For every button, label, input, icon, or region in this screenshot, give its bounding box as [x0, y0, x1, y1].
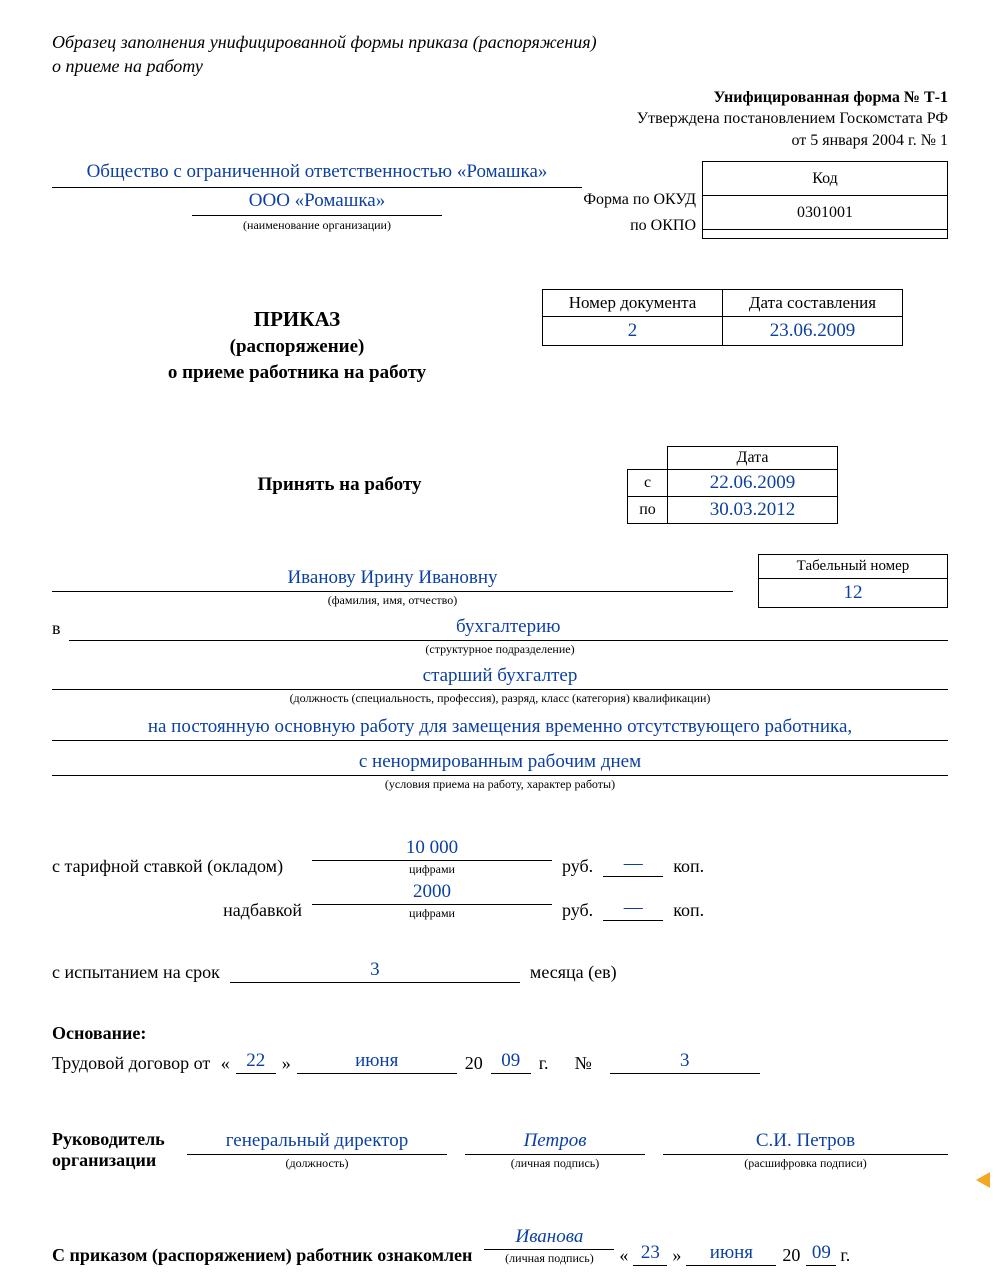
hire-block: Принять на работу Дата с 22.06.2009 по 3… — [52, 446, 948, 524]
salary-block: с тарифной ставкой (окладом) 10 000 цифр… — [52, 837, 948, 921]
fio-value: Иванову Ирину Ивановну — [52, 567, 733, 592]
head-position-hint: (должность) — [187, 1156, 447, 1171]
allowance-kop: — — [603, 897, 663, 921]
marker-triangle-icon — [976, 1172, 990, 1188]
org-hint: (наименование организации) — [52, 218, 582, 233]
org-full-name: Общество с ограниченной ответственностью… — [52, 161, 582, 188]
rate-value: 10 000 — [312, 837, 552, 861]
acknowledgment-row: С приказом (распоряжением) работник озна… — [52, 1226, 948, 1266]
kop-unit2: коп. — [663, 900, 714, 921]
ack-day: 23 — [633, 1242, 667, 1266]
doc-number-table: Номер документа Дата составления 2 23.06… — [542, 289, 903, 346]
okpo-label: по ОКПО — [582, 213, 696, 239]
head-sign: Петров — [465, 1130, 645, 1155]
code-table: Код 0301001 — [702, 161, 948, 239]
docnum-value: 2 — [543, 317, 723, 346]
head-block: Руководитель организации генеральный дир… — [52, 1129, 948, 1171]
okpo-value — [703, 229, 948, 238]
docdate-header: Дата составления — [723, 290, 903, 317]
rate-label: с тарифной ставкой (окладом) — [52, 856, 312, 877]
tabel-block: Иванову Ирину Ивановну (фамилия, имя, от… — [52, 554, 948, 608]
dept-row: в бухгалтерию — [52, 616, 948, 641]
probation-row: с испытанием на срок 3 месяца (ев) — [52, 959, 948, 983]
head-position: генеральный директор — [187, 1130, 447, 1155]
basis-yy: 09 — [491, 1050, 531, 1074]
code-header: Код — [703, 162, 948, 196]
dept-prefix: в — [52, 618, 69, 641]
org-short-name: ООО «Ромашка» — [192, 188, 442, 216]
tabel-header: Табельный номер — [759, 555, 948, 579]
basis-num: 3 — [610, 1050, 760, 1074]
form-title: Унифицированная форма № Т-1 — [52, 87, 948, 109]
basis-month: июня — [297, 1050, 457, 1074]
ack-sign: Иванова — [484, 1226, 614, 1250]
tabel-table: Табельный номер 12 — [758, 554, 948, 608]
org-codes-block: Общество с ограниченной ответственностью… — [52, 161, 948, 239]
head-line1: Руководитель — [52, 1129, 187, 1150]
doc-title-block: ПРИКАЗ (распоряжение) о приеме работника… — [52, 289, 948, 384]
title-main: ПРИКАЗ — [52, 307, 542, 332]
basis-prefix: Трудовой договор от — [52, 1053, 210, 1074]
conditions-line1: на постоянную основную работу для замеще… — [52, 716, 948, 741]
rate-hint: цифрами — [312, 862, 552, 877]
ack-month: июня — [686, 1242, 776, 1266]
hire-from-label: с — [628, 470, 668, 497]
hire-from-value: 22.06.2009 — [668, 470, 838, 497]
ack-label: С приказом (распоряжением) работник озна… — [52, 1245, 484, 1266]
dept-value: бухгалтерию — [69, 616, 949, 641]
docdate-value: 23.06.2009 — [723, 317, 903, 346]
sample-line1: Образец заполнения унифицированной формы… — [52, 30, 948, 54]
position-row: старший бухгалтер — [52, 665, 948, 690]
sample-header: Образец заполнения унифицированной формы… — [52, 30, 948, 79]
conditions-hint: (условия приема на работу, характер рабо… — [52, 777, 948, 792]
probation-value: 3 — [230, 959, 520, 983]
form-approved-date: от 5 января 2004 г. № 1 — [52, 130, 948, 152]
fio-hint: (фамилия, имя, отчество) — [52, 593, 733, 608]
title-sub2: о приеме работника на работу — [52, 362, 542, 384]
document-page: Образец заполнения унифицированной формы… — [0, 0, 1000, 1286]
rate-kop: — — [603, 853, 663, 877]
probation-after: месяца (ев) — [520, 962, 617, 983]
hire-to-label: по — [628, 497, 668, 524]
docnum-header: Номер документа — [543, 290, 723, 317]
ack-yy: 09 — [806, 1242, 836, 1266]
rub-unit2: руб. — [552, 900, 603, 921]
conditions-line2: с ненормированным рабочим днем — [52, 751, 948, 776]
hire-to-value: 30.03.2012 — [668, 497, 838, 524]
head-sign-hint: (личная подпись) — [465, 1156, 645, 1171]
allowance-value: 2000 — [312, 881, 552, 905]
head-decoded-hint: (расшифровка подписи) — [663, 1156, 948, 1171]
form-approved: Утверждена постановлением Госкомстата РФ — [52, 108, 948, 130]
hire-label: Принять на работу — [52, 474, 627, 496]
form-reference: Унифицированная форма № Т-1 Утверждена п… — [52, 87, 948, 152]
allowance-label: надбавкой — [52, 900, 312, 921]
head-decoded: С.И. Петров — [663, 1130, 948, 1155]
basis-block: Основание: Трудовой договор от « 22 » ию… — [52, 1023, 948, 1074]
tabel-value: 12 — [759, 579, 948, 608]
probation-label: с испытанием на срок — [52, 962, 230, 983]
title-sub1: (распоряжение) — [52, 336, 542, 358]
head-line2: организации — [52, 1150, 187, 1171]
ack-sign-hint: (личная подпись) — [484, 1251, 614, 1266]
basis-day: 22 — [236, 1050, 276, 1074]
okud-value: 0301001 — [703, 196, 948, 230]
allowance-hint: цифрами — [312, 906, 552, 921]
hire-date-header: Дата — [668, 447, 838, 470]
sample-line2: о приеме на работу — [52, 54, 948, 78]
kop-unit: коп. — [663, 856, 714, 877]
rub-unit: руб. — [552, 856, 603, 877]
basis-num-label: № — [557, 1053, 610, 1074]
position-hint: (должность (специальность, профессия), р… — [52, 691, 948, 706]
hire-table: Дата с 22.06.2009 по 30.03.2012 — [627, 446, 838, 524]
position-value: старший бухгалтер — [52, 665, 948, 690]
dept-hint: (структурное подразделение) — [52, 642, 948, 657]
okud-label: Форма по ОКУД — [582, 187, 696, 213]
basis-title: Основание: — [52, 1023, 948, 1044]
